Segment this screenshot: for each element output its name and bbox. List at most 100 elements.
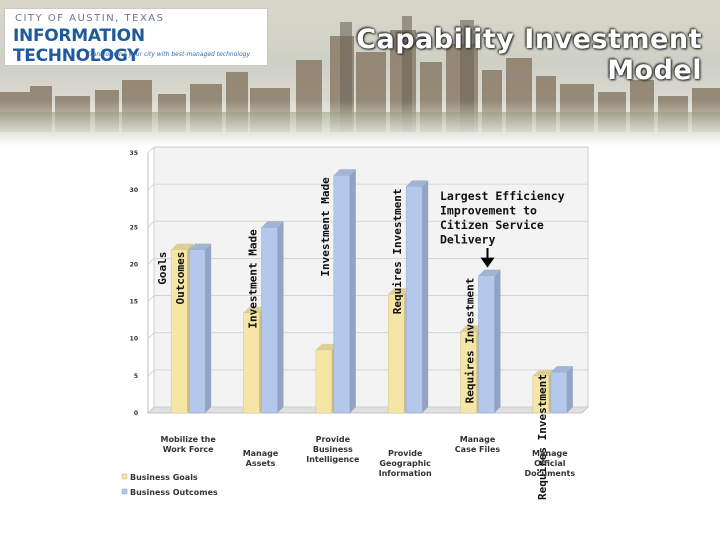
bar-front — [243, 312, 260, 414]
bar-label-1: Outcomes — [174, 252, 187, 305]
category-label-5: Manage Official Documents — [525, 449, 576, 478]
y-tick-label-6: 30 — [130, 187, 138, 194]
y-tick-label-1: 5 — [134, 373, 138, 380]
bar-front — [532, 375, 550, 414]
bar-side — [349, 169, 356, 413]
bar-business-outcomes-1 — [261, 221, 284, 414]
bar-business-outcomes-2 — [333, 169, 356, 414]
annotation-line: Largest Efficiency — [440, 189, 565, 203]
gridline-3 — [147, 295, 588, 302]
bar-top — [550, 366, 573, 373]
gridline-7 — [147, 146, 588, 154]
category-label-line: Manage — [532, 449, 568, 458]
legend-swatch-0 — [121, 473, 128, 480]
y-tick-label-2: 10 — [130, 336, 138, 343]
bar-front — [333, 175, 351, 414]
annotation-line: Improvement to — [440, 204, 537, 218]
category-label-3: Provide Geographic Information — [379, 449, 432, 478]
bar-label-2: Investment Made — [247, 229, 260, 329]
category-label-line: Information — [379, 469, 432, 478]
logo-tagline: Transforming your city with best-managed… — [87, 51, 251, 58]
y-tick-label-0: 0 — [134, 410, 138, 417]
city-it-logo: CITY OF AUSTIN, TEXAS INFORMATION TECHNO… — [4, 8, 268, 66]
plot-back-wall — [153, 146, 589, 408]
legend-label-0: Business Goals — [130, 473, 198, 482]
bar-front — [460, 331, 477, 414]
category-label-4: Manage Case Files — [455, 435, 501, 454]
category-label-line: Provide — [388, 449, 423, 458]
y-tick-label-7: 35 — [130, 150, 138, 157]
category-label-line: Assets — [246, 459, 276, 468]
gridline-0 — [147, 406, 588, 414]
bar-top — [388, 288, 411, 295]
legend-label-1: Business Outcomes — [130, 488, 218, 497]
title-line-1: Capability Investment — [356, 24, 702, 55]
bar-top — [189, 243, 212, 250]
bar-label-4: Requires Investment — [391, 188, 404, 314]
gridline-4 — [147, 258, 588, 265]
category-label-line: Manage — [460, 435, 496, 444]
legend-swatch-1 — [121, 488, 128, 495]
bar-side — [566, 366, 573, 413]
bar-side — [277, 221, 284, 413]
plot-floor — [146, 406, 590, 414]
bar-top — [261, 221, 284, 228]
bar-business-outcomes-0 — [188, 243, 212, 414]
bar-side — [205, 243, 212, 413]
title-line-2: Model — [607, 55, 702, 86]
gridline-5 — [147, 220, 588, 228]
annotation-arrow-head — [480, 257, 495, 268]
category-label-line: Intelligence — [306, 455, 360, 464]
bar-top — [478, 269, 501, 276]
bar-side — [422, 180, 429, 413]
bar-front — [478, 275, 495, 414]
category-label-line: Documents — [525, 469, 576, 478]
chart-area: 0 5 10 15 20 25 30 35 Goals Outcomes Investment Ma… — [0, 146, 720, 540]
bar-side — [494, 269, 501, 413]
annotation-line: Delivery — [440, 233, 495, 247]
bar-label-3: Investment Made — [319, 177, 332, 277]
bar-label-5: Requires Investment — [464, 278, 477, 404]
bar-business-outcomes-4 — [478, 269, 501, 414]
logo-dept-name: INFORMATION TECHNOLOGY — [13, 26, 145, 66]
bar-top — [532, 369, 555, 376]
bar-front — [188, 249, 206, 414]
bar-top — [243, 306, 266, 313]
category-label-line: Geographic — [379, 459, 431, 468]
page-title: Capability Investment Model — [356, 24, 702, 86]
category-label-2: Provide Business Intelligence — [306, 435, 360, 464]
category-label-line: Mobilize the — [161, 435, 217, 444]
category-label-line: Provide — [316, 435, 351, 444]
bar-front — [315, 349, 333, 414]
bar-label-0: Goals — [156, 252, 169, 285]
bar-top — [460, 325, 483, 332]
bar-front — [387, 293, 405, 414]
y-tick-label-3: 15 — [130, 299, 138, 306]
bar-front — [261, 227, 278, 414]
annotation-line: Citizen Service — [440, 218, 544, 232]
bar-top — [171, 243, 194, 250]
gridline-1 — [147, 369, 588, 377]
bar-top — [406, 180, 429, 187]
category-label-line: Manage — [243, 449, 279, 458]
bar-front — [405, 186, 423, 414]
bar-business-outcomes-5 — [550, 366, 573, 414]
category-label-0: Mobilize the Work Force — [161, 435, 217, 454]
bar-front — [170, 249, 188, 414]
bar-top — [315, 343, 338, 350]
header-banner: CITY OF AUSTIN, TEXAS INFORMATION TECHNO… — [0, 0, 720, 146]
capability-investment-chart: 0 5 10 15 20 25 30 35 Goals Outcomes Investment Ma… — [121, 146, 590, 500]
bar-business-outcomes-3 — [405, 180, 429, 414]
skyline-background — [0, 0, 720, 146]
category-label-1: Manage Assets — [243, 449, 279, 468]
y-tick-label-4: 20 — [130, 261, 138, 268]
annotation-text: Largest Efficiency Improvement to Citizen … — [440, 189, 565, 247]
category-label-line: Official — [534, 459, 566, 468]
y-tick-label-5: 25 — [130, 224, 138, 231]
gridline-6 — [147, 183, 588, 191]
bar-top — [333, 169, 356, 176]
category-label-line: Business — [313, 445, 353, 454]
category-label-line: Work Force — [163, 445, 214, 454]
bar-label-6: Requires Investment — [536, 374, 549, 500]
gridline-2 — [147, 332, 588, 339]
